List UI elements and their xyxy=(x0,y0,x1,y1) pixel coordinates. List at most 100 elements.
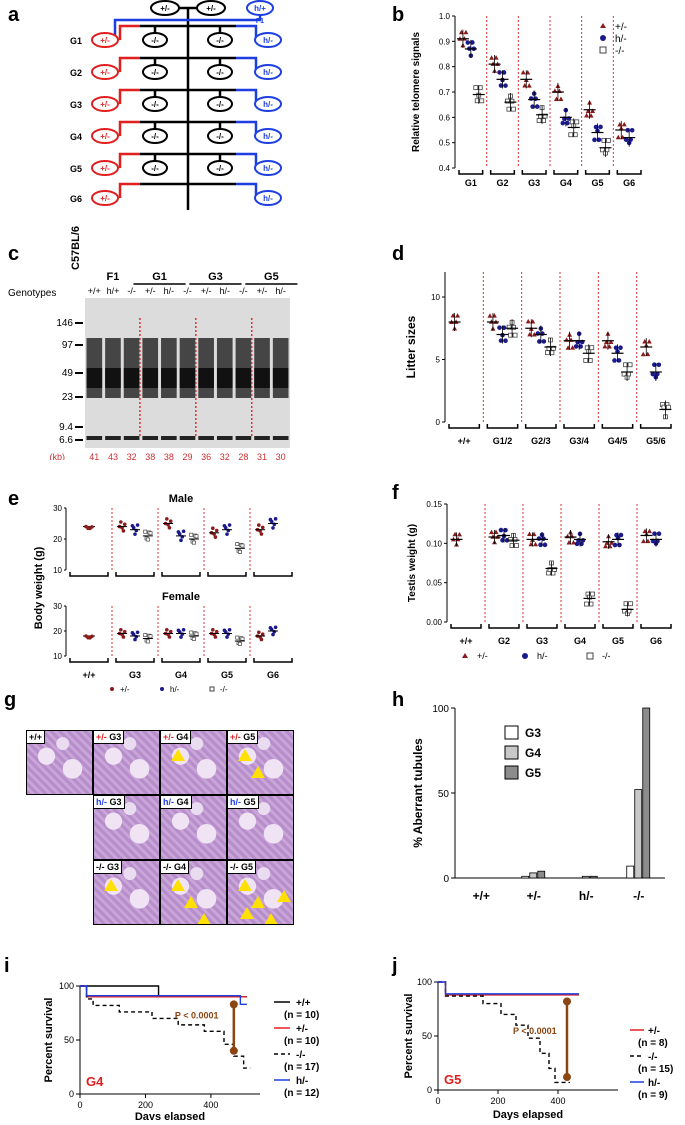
telomere-length-value: 30 xyxy=(276,452,286,460)
pedigree-node-f1 xyxy=(246,0,274,16)
y-axis-label: Testis weight (g) xyxy=(407,524,418,602)
data-point-het xyxy=(526,83,532,88)
histology-genotype: +/- xyxy=(230,732,241,742)
pedigree-gen-label: G6 xyxy=(70,194,82,204)
genotype-row-label: Genotypes xyxy=(8,288,57,299)
data-point-hemi xyxy=(542,542,548,548)
data-point xyxy=(213,535,218,539)
category-bracket xyxy=(521,170,547,175)
data-point-hemi xyxy=(656,531,662,537)
data-point-hemi xyxy=(498,527,504,533)
histology-genotype: -/- xyxy=(230,862,239,872)
size-marker-label: 49 xyxy=(62,368,74,379)
data-point-null xyxy=(588,601,594,607)
data-point-hemi xyxy=(650,371,656,377)
pedigree-black-line xyxy=(140,56,236,65)
data-point-null xyxy=(237,549,242,554)
y-tick-label: 0.6 xyxy=(439,113,451,122)
pedigree-node-hemi xyxy=(254,32,282,48)
data-point-het xyxy=(489,529,494,535)
data-point-hemi xyxy=(612,542,618,548)
x-category-label: G6 xyxy=(623,178,635,188)
data-point-hemi xyxy=(618,532,624,538)
x-category-label: G3 xyxy=(536,636,548,646)
data-point-null xyxy=(536,118,542,123)
pedigree-gen-label: G3 xyxy=(70,100,82,110)
data-point-null xyxy=(194,631,199,636)
histology-image: h/- G3 xyxy=(93,795,160,860)
lane-genotype: +/- xyxy=(145,286,156,296)
lane-genotype: h/+ xyxy=(107,286,120,296)
lane-genotype: +/- xyxy=(201,286,212,296)
data-point-null xyxy=(237,641,242,646)
pedigree-node-text: -/- xyxy=(216,164,224,173)
data-point-null xyxy=(623,362,628,368)
data-point-null xyxy=(191,636,196,641)
data-point xyxy=(168,519,173,524)
length-unit: (kb) xyxy=(50,452,66,460)
data-point-null xyxy=(551,345,556,351)
aberrant-tubule-arrow xyxy=(171,749,185,761)
histology-generation: G5 xyxy=(238,862,254,872)
gel-band xyxy=(179,368,196,388)
x-category-label: +/- xyxy=(527,889,541,903)
panel-label-i: i xyxy=(4,955,10,977)
pedigree-node-null xyxy=(207,32,233,48)
pedigree-black-line xyxy=(140,88,236,97)
histology-image: +/- G3 xyxy=(93,730,160,795)
y-tick-label: 100 xyxy=(432,704,449,715)
x-category-label: G3 xyxy=(129,670,141,680)
pedigree-node-het xyxy=(91,128,119,144)
category-bracket xyxy=(524,424,557,429)
x-category-label: G5 xyxy=(612,636,624,646)
data-point-het xyxy=(590,108,596,113)
bar xyxy=(521,875,530,879)
size-marker-label: 6.6 xyxy=(59,435,73,446)
data-point xyxy=(260,632,265,636)
y-axis-label: Percent survival xyxy=(43,998,55,1083)
data-point xyxy=(269,627,274,632)
category-bracket xyxy=(69,572,109,577)
histology-genotype: +/- xyxy=(96,732,107,742)
category-bracket xyxy=(488,624,520,629)
pedigree-gen-label: G4 xyxy=(70,132,82,142)
pedigree-gen-label: G1 xyxy=(70,36,82,46)
survival-curve xyxy=(438,981,579,996)
testis-weight-chart: 0.00 0.05 0.10 0.15 Testis weight (g) +/+ G2 G3… xyxy=(407,500,672,661)
survival-curve xyxy=(80,985,251,1069)
y-tick-label: 0.7 xyxy=(439,88,451,97)
panel-label-j: j xyxy=(392,955,398,977)
lane-genotype: h/- xyxy=(220,286,231,296)
data-point xyxy=(273,625,278,630)
data-point xyxy=(180,632,185,636)
histology-genotype: h/- xyxy=(163,797,174,807)
legend-label: h/- xyxy=(537,651,548,661)
pedigree-node-text: -/- xyxy=(151,164,159,173)
x-category-label: G4 xyxy=(560,178,572,188)
x-category-label: G4/5 xyxy=(608,436,628,446)
telomere-length-value: 29 xyxy=(182,452,192,460)
data-point-hemi xyxy=(503,83,508,88)
aberrant-tubule-arrow xyxy=(240,907,254,919)
data-point-het xyxy=(584,112,590,118)
data-point xyxy=(227,523,232,527)
pedigree-blue-line xyxy=(236,56,258,72)
x-tick-label: 200 xyxy=(138,1100,153,1110)
gel-band xyxy=(198,368,214,388)
gel-band xyxy=(105,368,121,388)
data-point-null xyxy=(508,536,513,542)
data-point-null xyxy=(552,567,557,572)
data-point-null xyxy=(538,113,543,119)
y-tick-label: 0.4 xyxy=(439,164,451,173)
bar xyxy=(642,707,651,879)
data-point-null xyxy=(474,98,480,104)
data-point xyxy=(259,532,264,536)
aberrant-tubule-arrow xyxy=(238,749,252,761)
legend-marker xyxy=(586,652,594,660)
histology-image: h/- G4 xyxy=(160,795,227,860)
gel-band xyxy=(254,368,270,388)
pedigree-node-top-right xyxy=(196,0,226,16)
data-point-hemi xyxy=(618,345,623,350)
data-point-null xyxy=(511,106,516,112)
pedigree-red-line xyxy=(118,182,140,198)
